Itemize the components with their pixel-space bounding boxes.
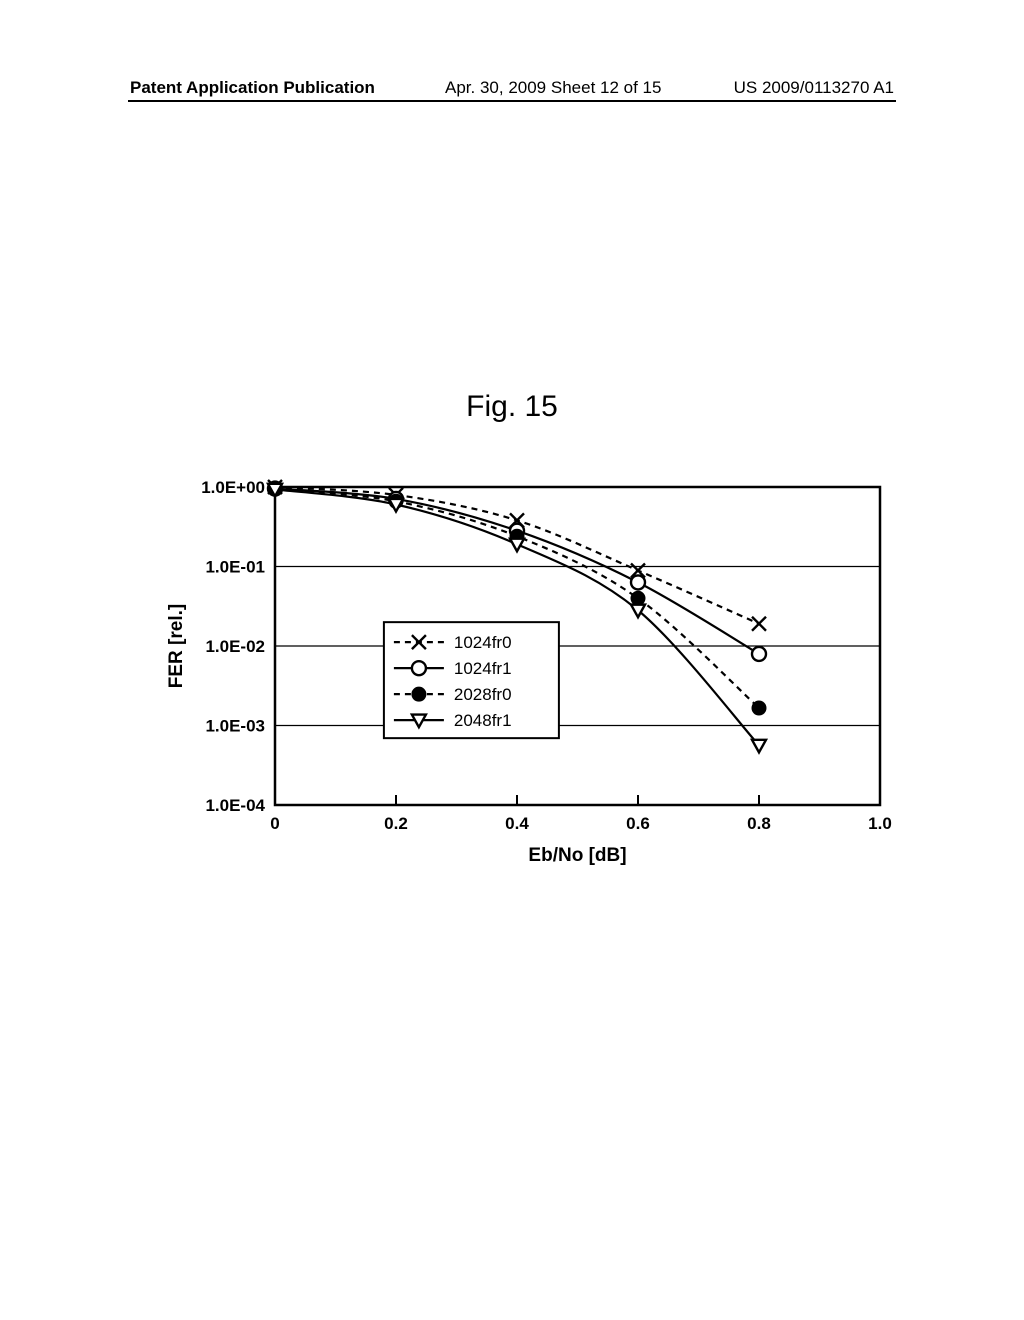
header-doc-number: US 2009/0113270 A1 (734, 78, 894, 98)
svg-text:1024fr1: 1024fr1 (454, 659, 512, 678)
svg-text:2028fr0: 2028fr0 (454, 685, 512, 704)
svg-text:1.0: 1.0 (868, 814, 892, 833)
header-rule (128, 100, 896, 102)
svg-text:1.0E+00: 1.0E+00 (201, 478, 265, 497)
svg-text:1.0E-04: 1.0E-04 (205, 796, 265, 815)
header-date-sheet: Apr. 30, 2009 Sheet 12 of 15 (445, 78, 661, 98)
page-header: Patent Application Publication Apr. 30, … (0, 78, 1024, 108)
svg-text:1.0E-03: 1.0E-03 (205, 717, 265, 736)
figure-title: Fig. 15 (0, 390, 1024, 424)
svg-text:1.0E-02: 1.0E-02 (205, 637, 265, 656)
svg-text:FER [rel.]: FER [rel.] (166, 604, 187, 688)
header-publication: Patent Application Publication (130, 78, 375, 98)
svg-text:1024fr0: 1024fr0 (454, 633, 512, 652)
svg-text:2048fr1: 2048fr1 (454, 711, 512, 730)
svg-text:1.0E-01: 1.0E-01 (205, 558, 265, 577)
svg-text:0.6: 0.6 (626, 814, 650, 833)
svg-text:0.4: 0.4 (505, 814, 529, 833)
svg-text:Eb/No [dB]: Eb/No [dB] (528, 845, 626, 866)
svg-text:0: 0 (270, 814, 279, 833)
fer-chart: 0 0.2 0.4 0.6 0.8 1.0 Eb/No [dB] 1.0E+00 1.0E-01… (160, 475, 900, 875)
svg-text:0.2: 0.2 (384, 814, 408, 833)
svg-text:0.8: 0.8 (747, 814, 771, 833)
